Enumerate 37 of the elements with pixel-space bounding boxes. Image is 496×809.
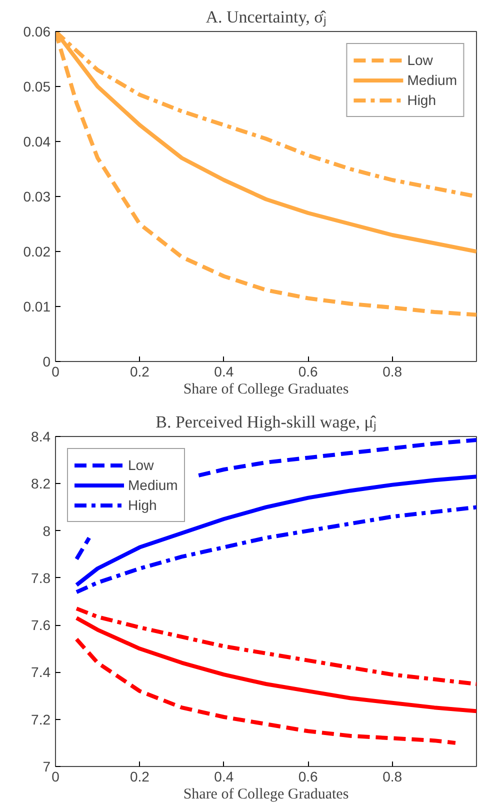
x-tick-label: 0.8 (382, 768, 402, 784)
y-tick-label: 8.2 (31, 476, 51, 492)
x-axis-title: Share of College Graduates (183, 786, 349, 802)
legend-label: High (407, 92, 436, 108)
x-tick-label: 0.4 (214, 768, 234, 784)
x-tick-label: 0.2 (130, 768, 150, 784)
y-tick-label: 0 (42, 354, 51, 370)
y-tick-label: 7.2 (31, 711, 51, 728)
line-series (74, 616, 476, 714)
y-tick-label: 7 (42, 758, 51, 774)
legend-label: High (128, 497, 157, 513)
y-tick-label: 0.06 (23, 24, 51, 40)
y-tick-label: 8.4 (31, 428, 51, 444)
y-tick-label: 7.8 (31, 570, 51, 586)
legend-label: Low (407, 52, 433, 68)
y-tick-label: 7.4 (31, 664, 51, 680)
y-tick-label: 0.05 (23, 78, 51, 94)
y-tick-label: 0.02 (23, 244, 51, 260)
x-tick-label: 0.2 (130, 364, 150, 380)
legend-label: Medium (407, 72, 457, 88)
line-series (74, 637, 458, 745)
chart-title: B. Perceived High-skill wage, μ̂ⱼ (156, 412, 376, 432)
x-tick-label: 0.6 (298, 768, 318, 784)
x-axis-title: Share of College Graduates (183, 382, 349, 398)
y-tick-label: 0.03 (23, 188, 51, 204)
x-tick-label: 0.8 (382, 364, 402, 380)
line-series (74, 606, 476, 686)
y-tick-label: 7.6 (31, 617, 51, 634)
legend-label: Medium (128, 477, 178, 493)
y-tick-label: 8 (42, 522, 51, 539)
x-tick-label: 0.6 (298, 364, 318, 380)
legend-label: Low (128, 457, 154, 473)
chart-title: A. Uncertainty, σ̂ⱼ (206, 8, 326, 28)
line-series (74, 474, 476, 587)
y-tick-label: 0.04 (23, 134, 51, 150)
y-tick-label: 0.01 (23, 298, 51, 314)
x-tick-label: 0.4 (214, 364, 234, 380)
